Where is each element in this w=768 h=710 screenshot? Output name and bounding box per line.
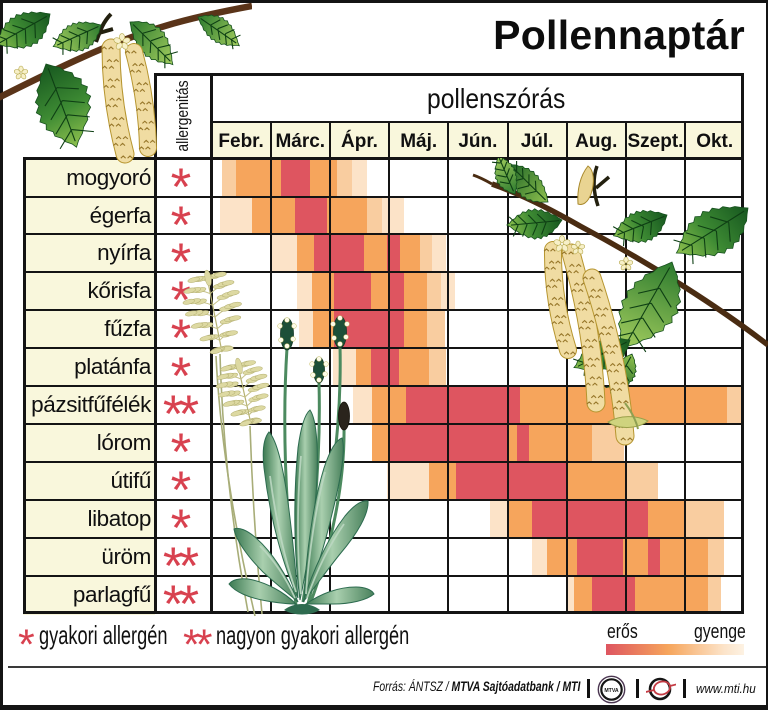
svg-text:MTVA: MTVA — [604, 688, 619, 694]
